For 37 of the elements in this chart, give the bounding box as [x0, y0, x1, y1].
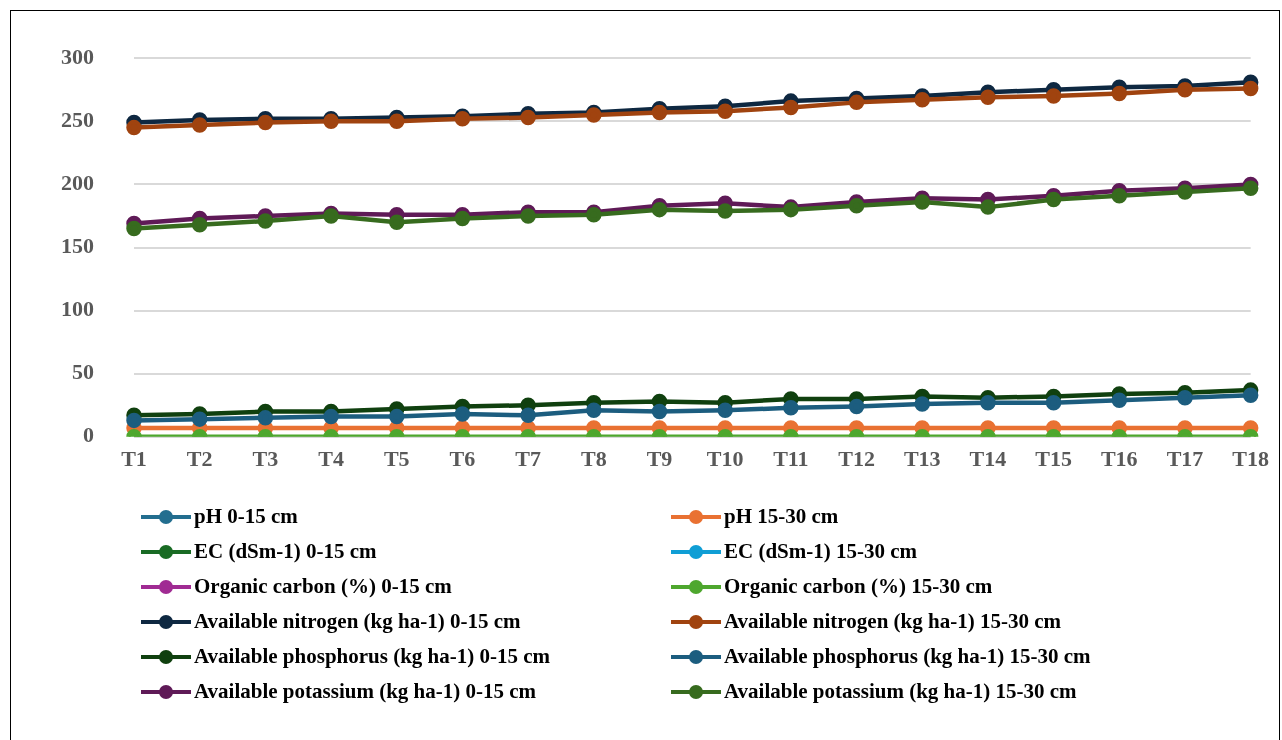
x-tick-label: T14	[969, 445, 1007, 471]
x-tick-label: T15	[1035, 445, 1072, 471]
y-tick-label: 250	[61, 106, 94, 132]
x-tick-label: T13	[903, 445, 941, 471]
legend-label: pH 0-15 cm	[194, 504, 298, 529]
legend-label: pH 15-30 cm	[724, 504, 839, 529]
y-tick-label: 100	[61, 296, 94, 322]
legend-label: Available nitrogen (kg ha-1) 15-30 cm	[724, 609, 1061, 634]
x-tick-label: T10	[706, 445, 744, 471]
legend-label: Available phosphorus (kg ha-1) 15-30 cm	[724, 644, 1091, 669]
x-tick-label: T8	[580, 445, 607, 471]
x-tick-label: T11	[773, 445, 809, 471]
x-tick-label: T1	[121, 445, 147, 471]
legend-label: Organic carbon (%) 0-15 cm	[194, 574, 452, 599]
x-tick-label: T6	[449, 445, 476, 471]
x-tick-label: T9	[646, 445, 673, 471]
legend-label: Available phosphorus (kg ha-1) 0-15 cm	[194, 644, 551, 669]
y-tick-label: 0	[83, 422, 94, 448]
y-tick-label: 150	[61, 233, 94, 259]
x-tick-label: T3	[252, 445, 279, 471]
y-tick-label: 300	[61, 43, 94, 69]
x-tick-label: T18	[1232, 445, 1270, 471]
x-tick-label: T17	[1166, 445, 1204, 471]
y-tick-label: 50	[72, 359, 94, 385]
legend-label: EC (dSm-1) 0-15 cm	[194, 539, 377, 564]
legend-label: Available potassium (kg ha-1) 15-30 cm	[724, 679, 1077, 704]
x-tick-label: T7	[515, 445, 541, 471]
legend-label: Organic carbon (%) 15-30 cm	[724, 574, 993, 599]
legend-label: Available potassium (kg ha-1) 0-15 cm	[194, 679, 537, 704]
x-tick-label: T16	[1100, 445, 1138, 471]
legend-label: Available nitrogen (kg ha-1) 0-15 cm	[194, 609, 521, 634]
x-tick-label: T12	[838, 445, 875, 471]
x-tick-label: T5	[383, 445, 410, 471]
legend-label: EC (dSm-1) 15-30 cm	[724, 539, 918, 564]
y-tick-label: 200	[61, 170, 94, 196]
x-tick-label: T2	[186, 445, 213, 471]
x-tick-label: T4	[318, 445, 344, 471]
